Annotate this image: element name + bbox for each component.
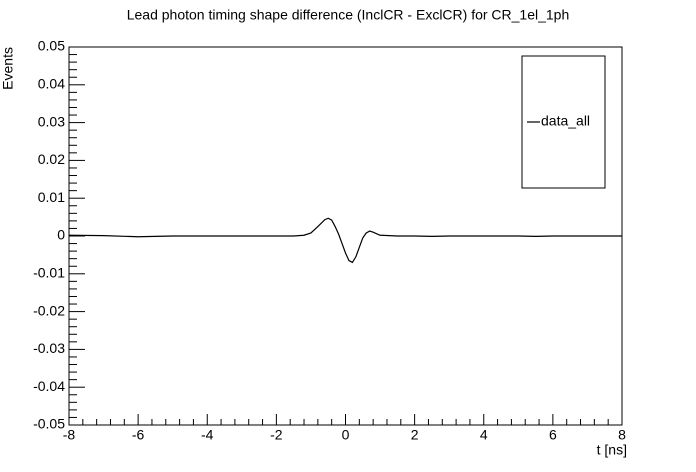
y-tick-label: 0.02 [38, 151, 65, 167]
chart-title: Lead photon timing shape difference (Inc… [127, 7, 570, 23]
legend-label: data_all [541, 113, 590, 129]
y-tick-label: -0.02 [33, 302, 65, 318]
y-tick-label: 0 [57, 227, 65, 243]
data-line [68, 217, 622, 264]
x-tick-label: 4 [480, 427, 488, 443]
y-tick-label: -0.05 [33, 416, 65, 432]
y-tick-label: -0.03 [33, 340, 65, 356]
y-tick-label: -0.04 [33, 378, 65, 394]
x-tick-label: -2 [270, 427, 283, 443]
y-tick-label: 0.04 [38, 76, 65, 92]
x-tick-label: -8 [63, 427, 76, 443]
y-tick-label: 0.03 [38, 113, 65, 129]
x-axis-label: t [ns] [597, 442, 627, 458]
x-tick-label: 2 [411, 427, 419, 443]
y-tick-label: 0.01 [38, 189, 65, 205]
y-axis-label: Events [0, 47, 16, 90]
x-tick-label: -4 [201, 427, 214, 443]
x-tick-label: 0 [342, 427, 350, 443]
y-tick-label: 0.05 [38, 38, 65, 54]
x-tick-label: 8 [618, 427, 626, 443]
x-tick-label: 6 [549, 427, 557, 443]
x-tick-label: -6 [132, 427, 145, 443]
y-tick-label: -0.01 [33, 265, 65, 281]
